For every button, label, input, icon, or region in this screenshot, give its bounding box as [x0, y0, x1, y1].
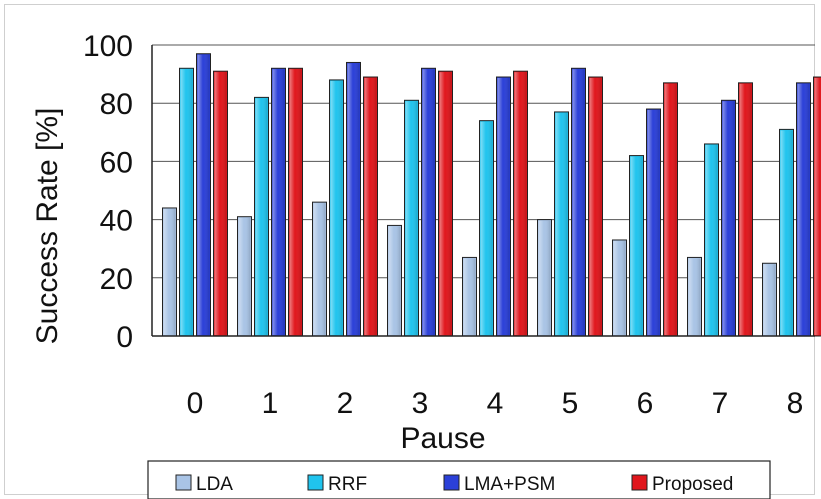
bar-sheen [613, 240, 626, 335]
bar-sheen [814, 78, 821, 335]
bar-sheen [688, 258, 701, 335]
bar-sheen [797, 83, 810, 335]
bar-sheen [780, 130, 793, 335]
bar-sheen [589, 78, 602, 335]
bar-sheen [238, 217, 251, 335]
x-axis-label: Pause [400, 422, 485, 455]
legend-swatch [631, 474, 648, 491]
y-tick-labels: 0 20 40 60 80 100 [83, 30, 133, 354]
legend-label: LDA [196, 474, 233, 495]
bars [162, 53, 821, 337]
bar-sheen [214, 72, 227, 335]
bar-sheen [197, 54, 210, 335]
bar-sheen [497, 78, 510, 335]
bar-sheen [630, 156, 643, 335]
y-tick-label: 40 [100, 205, 133, 238]
bar-sheen [722, 101, 735, 335]
bar-sheen [514, 72, 527, 335]
legend-swatch [175, 474, 192, 491]
bar-sheen [347, 63, 360, 336]
bar-sheen [647, 110, 660, 336]
y-tick-label: 100 [83, 30, 133, 63]
bar-sheen [255, 98, 268, 335]
x-tick-label: 8 [787, 387, 804, 420]
bar-sheen [388, 226, 401, 335]
legend: LDA RRF LMA+PSM Proposed [147, 460, 771, 499]
bar-sheen [180, 69, 193, 335]
x-tick-label: 2 [337, 387, 354, 420]
x-tick-label: 0 [187, 387, 204, 420]
x-tick-label: 7 [712, 387, 729, 420]
bar-sheen [272, 69, 285, 335]
x-tick-labels: 0 1 2 3 4 5 6 7 8 [187, 387, 804, 420]
bar-sheen [313, 203, 326, 335]
bar-sheen [538, 220, 551, 335]
bar-sheen [439, 72, 452, 335]
legend-swatch [443, 474, 460, 491]
legend-swatch [307, 474, 324, 491]
y-tick-label: 80 [100, 88, 133, 121]
bar-sheen [763, 264, 776, 335]
y-tick-label: 0 [116, 321, 133, 354]
legend-label: RRF [328, 474, 367, 495]
bar-sheen [739, 83, 752, 335]
bar-sheen [163, 208, 176, 335]
legend-label: Proposed [652, 474, 733, 495]
bar-sheen [555, 112, 568, 336]
bar-sheen [330, 80, 343, 335]
bar-sheen [572, 69, 585, 335]
bar-sheen [289, 69, 302, 335]
y-axis-label: Success Rate [%] [31, 108, 64, 345]
bar-sheen [422, 69, 435, 335]
y-tick-label: 60 [100, 146, 133, 179]
x-tick-label: 4 [487, 387, 504, 420]
bar-sheen [480, 121, 493, 335]
bar-sheen [705, 144, 718, 335]
bar-sheen [405, 101, 418, 335]
y-tick-label: 20 [100, 263, 133, 296]
legend-label: LMA+PSM [464, 474, 555, 495]
bar-sheen [664, 83, 677, 335]
x-tick-label: 3 [412, 387, 429, 420]
bar-sheen [364, 78, 377, 335]
x-tick-label: 6 [637, 387, 654, 420]
x-tick-label: 5 [562, 387, 579, 420]
bar-sheen [463, 258, 476, 335]
x-tick-label: 1 [262, 387, 279, 420]
